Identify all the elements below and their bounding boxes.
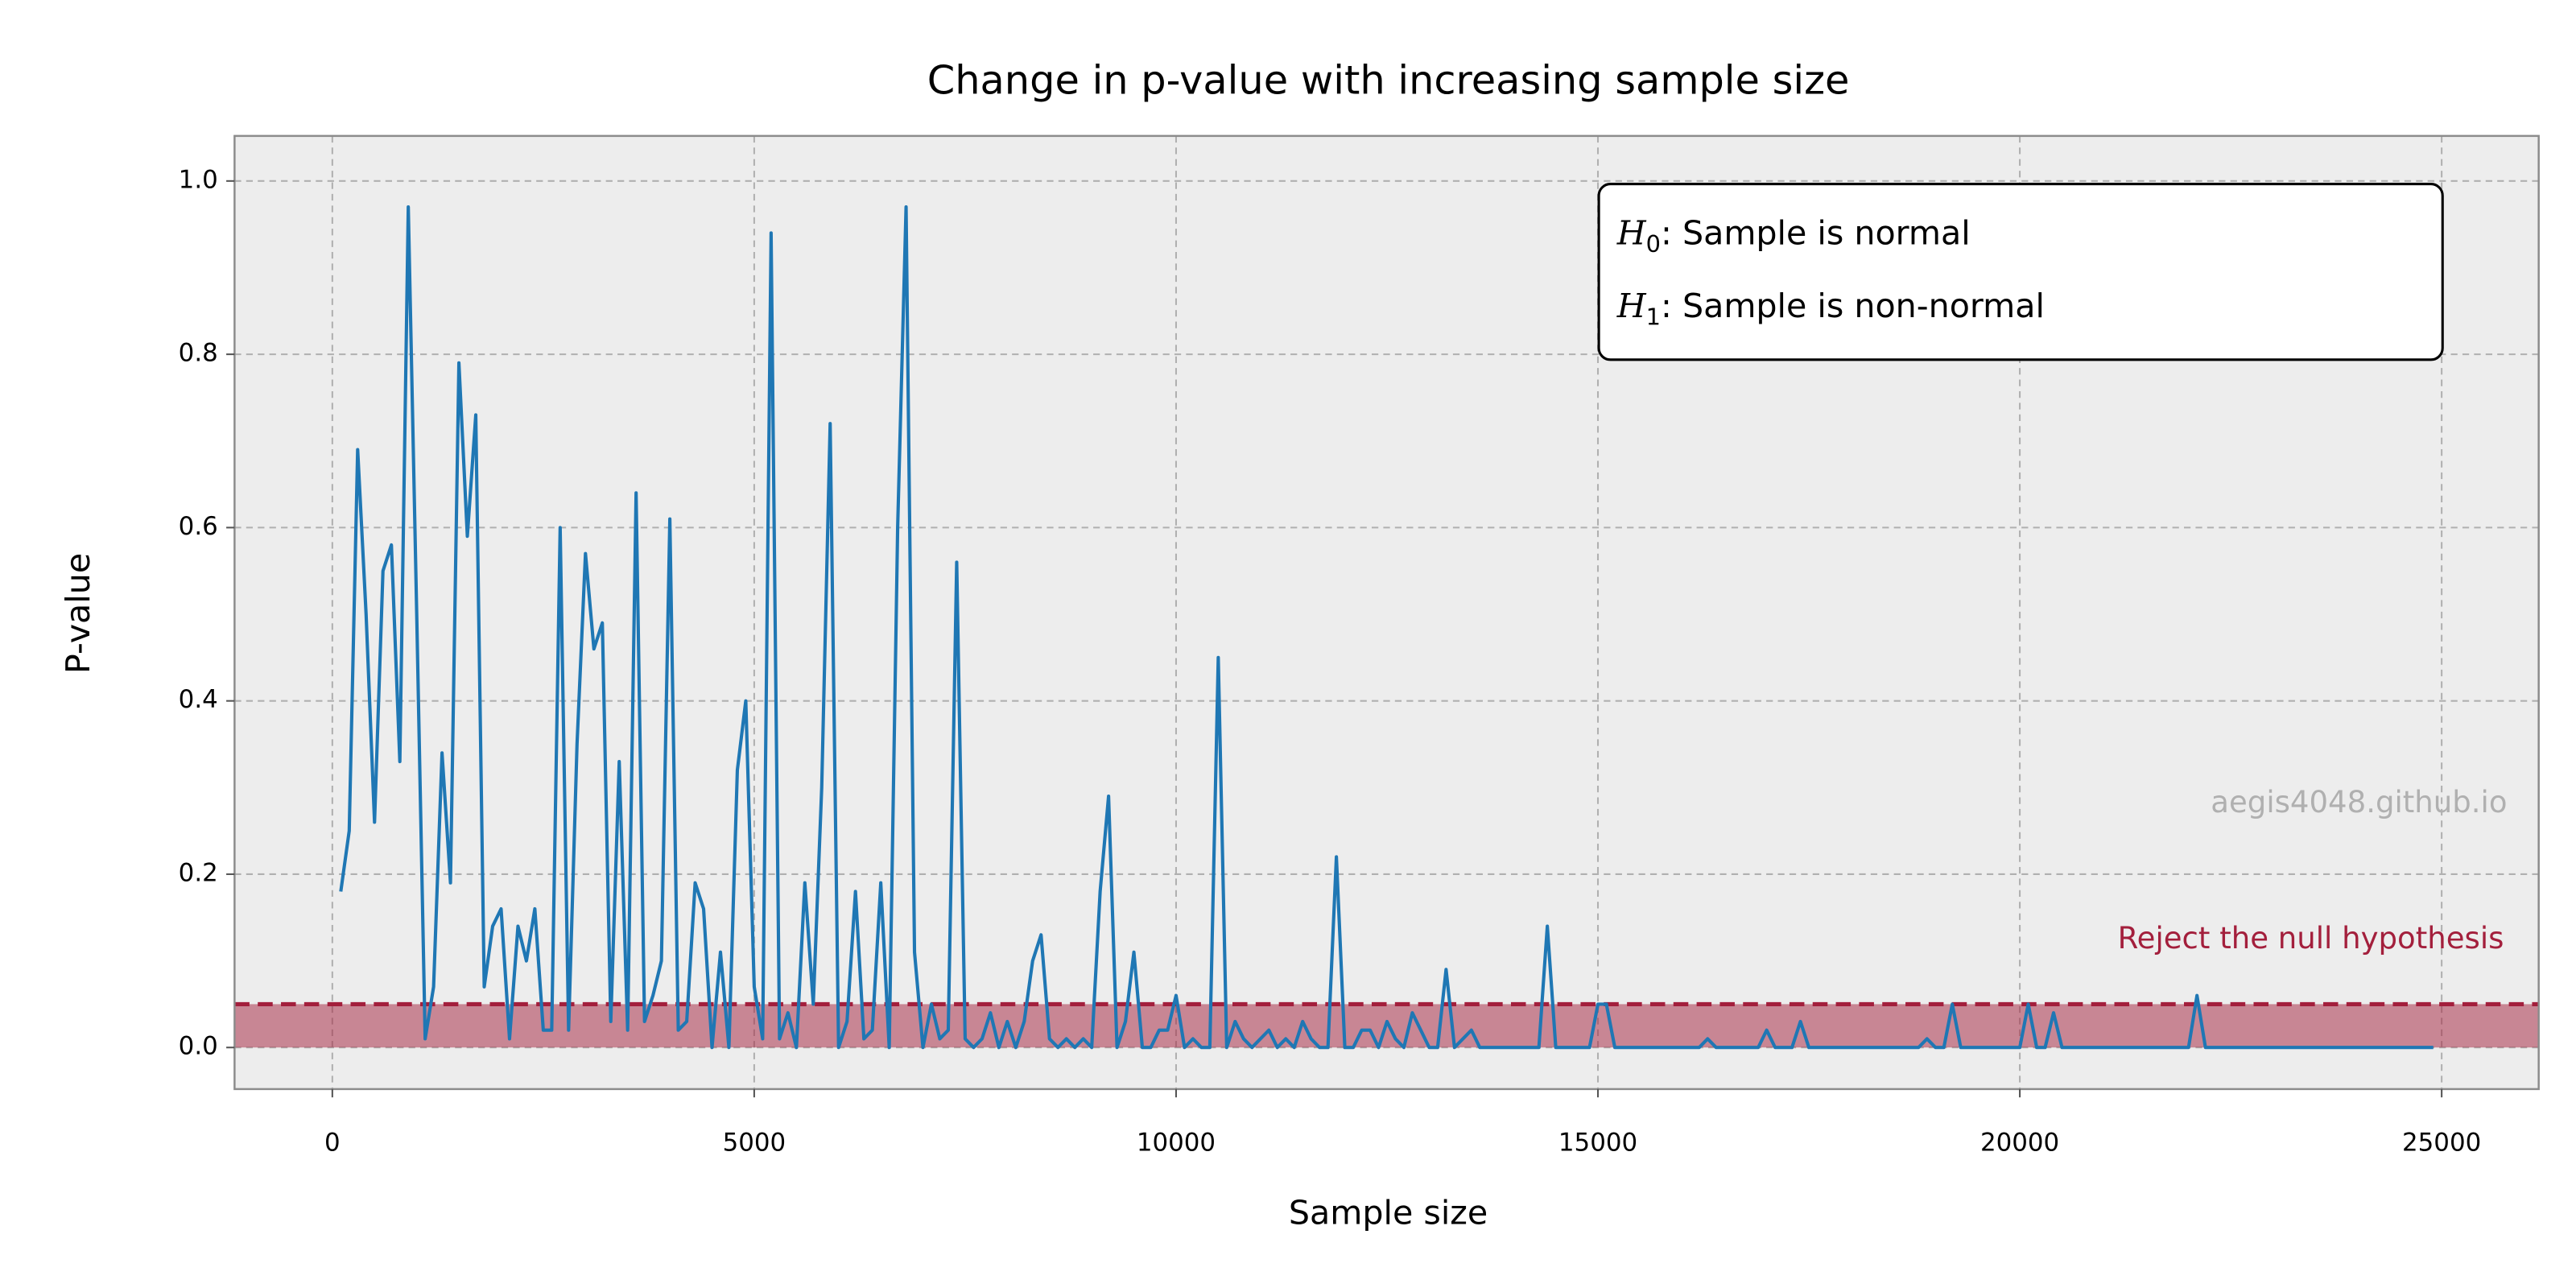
hypothesis-line: H1: Sample is non-normal [1616,287,2045,331]
hypothesis-text: : Sample is normal [1661,213,1971,252]
plot-frame [233,134,2540,1091]
marks [234,205,2539,1050]
threshold-label: Reject the null hypothesis [2118,921,2504,956]
x-tick-label: 20000 [1980,1128,2059,1157]
hypothesis-subscript: 0 [1646,230,1661,258]
hypothesis-symbol: H [1616,287,1647,325]
hypothesis-subscript: 1 [1646,303,1661,330]
y-tick-label: 0.4 [179,685,218,714]
x-tick-label: 15000 [1558,1128,1637,1157]
x-axis-label: Sample size [1289,1193,1488,1232]
grid [234,135,2539,1089]
x-tick-label: 10000 [1137,1128,1216,1157]
y-axis-label: P-value [59,553,97,674]
hypothesis-text: : Sample is non-normal [1661,287,2045,325]
x-tick-label: 25000 [2402,1128,2481,1157]
watermark: aegis4048.github.io [2211,785,2507,819]
hypothesis-line: H0: Sample is normal [1616,213,1971,258]
y-tick-label: 0.8 [179,339,218,368]
hypothesis-symbol: H [1616,213,1647,252]
p-value-line [339,205,2434,1050]
chart-title: Change in p-value with increasing sample… [927,56,1850,103]
y-tick-label: 0.2 [179,858,218,887]
y-tick-label: 0.6 [179,512,218,541]
x-tick-label: 5000 [723,1128,786,1157]
y-tick-label: 0.0 [179,1032,218,1061]
x-tick-label: 0 [324,1128,341,1157]
hypothesis-box [1597,183,2444,361]
y-tick-label: 1.0 [179,165,218,194]
